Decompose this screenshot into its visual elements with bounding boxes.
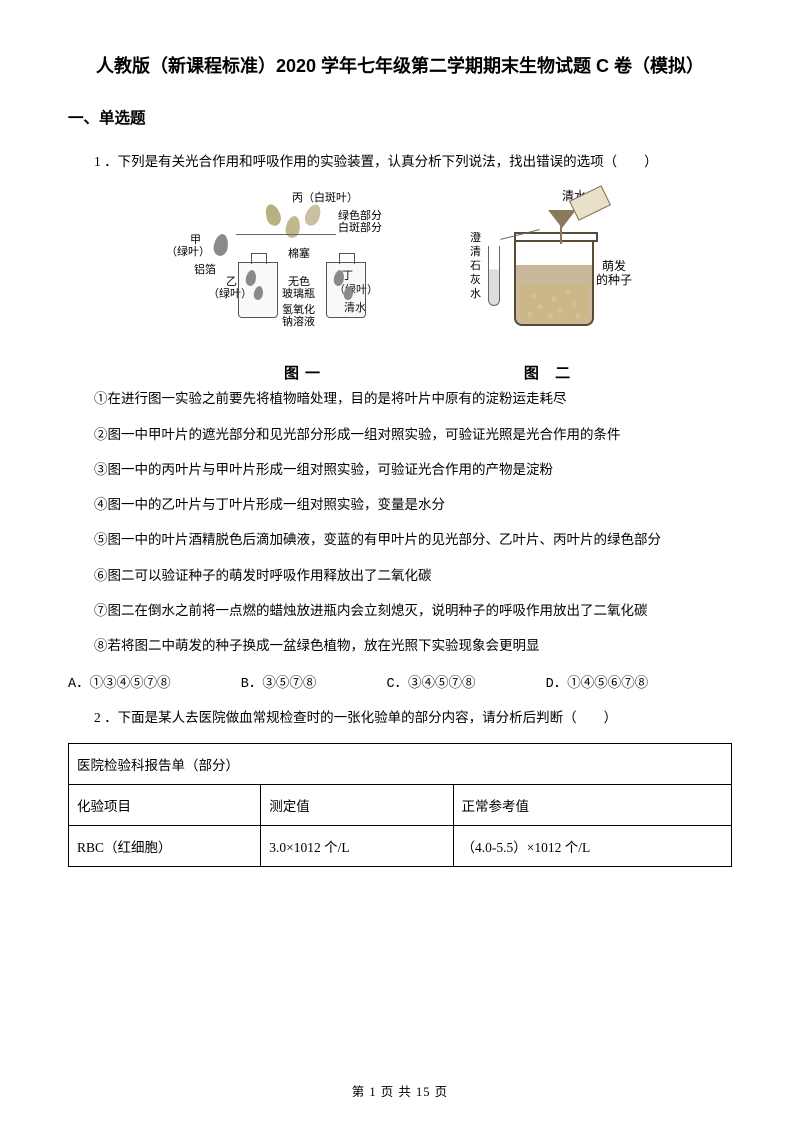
q1-option-b[interactable]: B．③⑤⑦⑧ bbox=[241, 677, 317, 692]
q1-item-2: ②图一中甲叶片的遮光部分和见光部分形成一组对照实验，可验证光照是光合作用的条件 bbox=[94, 425, 732, 445]
table-cell: RBC（红细胞） bbox=[69, 825, 261, 866]
q2-stem: 2 ．下面是某人去医院做血常规检查时的一张化验单的部分内容，请分析后判断（ ） bbox=[94, 708, 732, 728]
figure-2-block: 清水 澄 清 石 灰 水 萌发 的种子 图 二 bbox=[470, 186, 630, 383]
q1-option-a[interactable]: A．①③④⑤⑦⑧ bbox=[68, 677, 171, 692]
q1-item-6: ⑥图二可以验证种子的萌发时呼吸作用释放出了二氧化碳 bbox=[94, 566, 732, 586]
q1-options: A．①③④⑤⑦⑧ B．③⑤⑦⑧ C．③④⑤⑦⑧ D．①④⑤⑥⑦⑧ bbox=[68, 671, 732, 692]
table-header-cell: 正常参考值 bbox=[453, 784, 731, 825]
label-greenleaf-l: （绿叶） bbox=[166, 246, 210, 258]
label-colorless: 无色 bbox=[288, 276, 310, 288]
figure-1-caption: 图一 bbox=[190, 362, 420, 383]
label-white-part: 白斑部分 bbox=[338, 222, 382, 234]
figure-row: 丙（白斑叶） 绿色部分 白斑部分 甲 （绿叶） 铝箔 乙 （绿叶） 棉塞 无色 … bbox=[88, 186, 732, 383]
q1-item-5: ⑤图一中的叶片酒精脱色后滴加碘液，变蓝的有甲叶片的见光部分、乙叶片、丙叶片的绿色… bbox=[94, 530, 732, 550]
label-jia: 甲 bbox=[190, 234, 201, 246]
table-row: 医院检验科报告单（部分） bbox=[69, 743, 732, 784]
table-row: RBC（红细胞） 3.0×1012 个/L （4.0‑5.5）×1012 个/L bbox=[69, 825, 732, 866]
q1-stem: 1 ．下列是有关光合作用和呼吸作用的实验装置，认真分析下列说法，找出错误的选项（… bbox=[94, 152, 732, 172]
label-seeds2: 的种子 bbox=[596, 274, 632, 287]
label-seeds1: 萌发 bbox=[602, 260, 626, 273]
table-title-cell: 医院检验科报告单（部分） bbox=[69, 743, 732, 784]
figure-1-block: 丙（白斑叶） 绿色部分 白斑部分 甲 （绿叶） 铝箔 乙 （绿叶） 棉塞 无色 … bbox=[190, 186, 420, 383]
table-header-cell: 化验项目 bbox=[69, 784, 261, 825]
table-header-cell: 测定值 bbox=[261, 784, 453, 825]
q1-item-4: ④图一中的乙叶片与丁叶片形成一组对照实验，变量是水分 bbox=[94, 495, 732, 515]
label-bing: 丙（白斑叶） bbox=[292, 192, 358, 204]
q1-option-c[interactable]: C．③④⑤⑦⑧ bbox=[386, 677, 475, 692]
label-naoh1: 氢氧化 bbox=[282, 304, 315, 316]
table-cell: （4.0‑5.5）×1012 个/L bbox=[453, 825, 731, 866]
label-naoh2: 钠溶液 bbox=[282, 316, 315, 328]
label-foil: 铝箔 bbox=[194, 264, 216, 276]
label-flask: 玻璃瓶 bbox=[282, 288, 315, 300]
q1-item-1: ①在进行图一实验之前要先将植物暗处理，目的是将叶片中原有的淀粉运走耗尽 bbox=[94, 389, 732, 409]
q1-item-3: ③图一中的丙叶片与甲叶片形成一组对照实验，可验证光合作用的产物是淀粉 bbox=[94, 460, 732, 480]
q1-item-8: ⑧若将图二中萌发的种子换成一盆绿色植物，放在光照下实验现象会更明显 bbox=[94, 636, 732, 656]
figure-1: 丙（白斑叶） 绿色部分 白斑部分 甲 （绿叶） 铝箔 乙 （绿叶） 棉塞 无色 … bbox=[190, 186, 420, 356]
table-row: 化验项目 测定值 正常参考值 bbox=[69, 784, 732, 825]
page-footer: 第 1 页 共 15 页 bbox=[0, 1081, 800, 1100]
label-green-part: 绿色部分 bbox=[338, 210, 382, 222]
figure-2: 清水 澄 清 石 灰 水 萌发 的种子 bbox=[470, 186, 630, 356]
label-lime3: 石 bbox=[470, 260, 481, 272]
label-lime1: 澄 bbox=[470, 232, 481, 244]
section-heading: 一、单选题 bbox=[68, 106, 732, 128]
label-stopper: 棉塞 bbox=[288, 248, 310, 260]
page-title: 人教版（新课程标准）2020 学年七年级第二学期期末生物试题 C 卷（模拟） bbox=[68, 52, 732, 78]
table-cell: 3.0×1012 个/L bbox=[261, 825, 453, 866]
label-lime5: 水 bbox=[470, 288, 481, 300]
figure-2-caption: 图 二 bbox=[470, 362, 630, 383]
lab-report-table: 医院检验科报告单（部分） 化验项目 测定值 正常参考值 RBC（红细胞） 3.0… bbox=[68, 743, 732, 867]
label-lime2: 清 bbox=[470, 246, 481, 258]
q1-item-7: ⑦图二在倒水之前将一点燃的蜡烛放进瓶内会立刻熄灭，说明种子的呼吸作用放出了二氧化… bbox=[94, 601, 732, 621]
label-yi: 乙 bbox=[226, 276, 237, 288]
q1-option-d[interactable]: D．①④⑤⑥⑦⑧ bbox=[546, 677, 649, 692]
label-lime4: 灰 bbox=[470, 274, 481, 286]
